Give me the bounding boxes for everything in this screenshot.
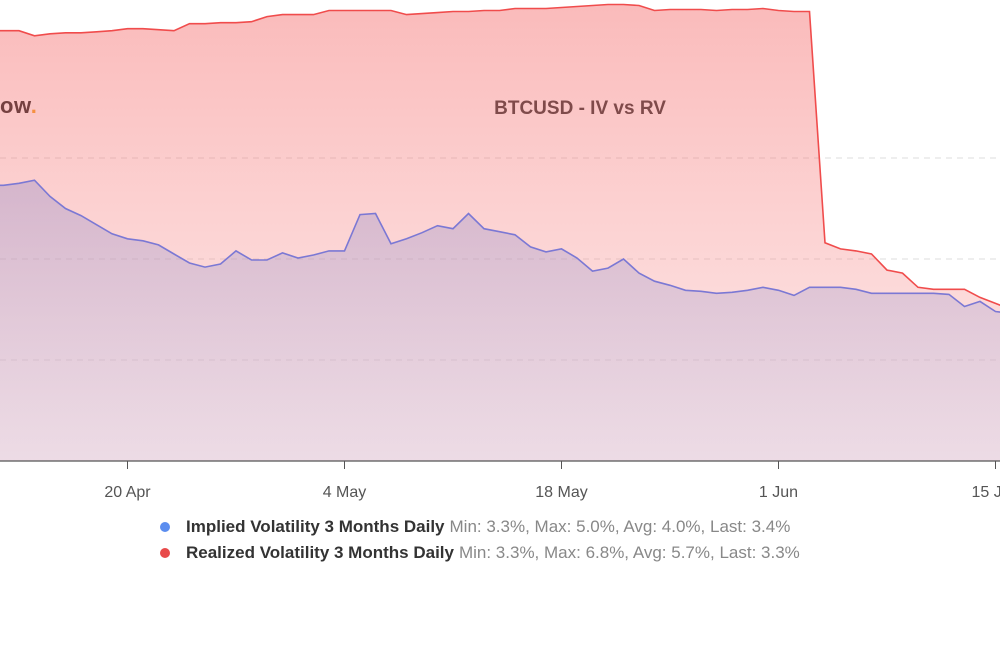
x-tick-label: 4 May (323, 484, 367, 501)
legend-series-name: Realized Volatility 3 Months Daily (186, 543, 454, 562)
legend-series-name: Implied Volatility 3 Months Daily (186, 517, 445, 536)
x-tick-label: 18 May (535, 484, 587, 501)
legend: Implied Volatility 3 Months Daily Min: 3… (160, 514, 800, 566)
series-line-iv (0, 179, 1000, 313)
x-tick-label: 1 Jun (759, 484, 798, 501)
legend-item-iv[interactable]: Implied Volatility 3 Months Daily Min: 3… (160, 514, 800, 540)
x-tick-label: 20 Apr (104, 484, 151, 501)
series-line-rv (0, 3, 1000, 307)
legend-item-rv[interactable]: Realized Volatility 3 Months Daily Min: … (160, 540, 800, 566)
x-tick-label: 15 Jun (971, 484, 1000, 501)
legend-series-stats: Min: 3.3%, Max: 6.8%, Avg: 5.7%, Last: 3… (458, 543, 800, 562)
legend-marker-icon (160, 548, 170, 558)
legend-series-stats: Min: 3.3%, Max: 5.0%, Avg: 4.0%, Last: 3… (449, 517, 791, 536)
legend-marker-icon (160, 522, 170, 532)
series-area-iv (0, 180, 1000, 461)
